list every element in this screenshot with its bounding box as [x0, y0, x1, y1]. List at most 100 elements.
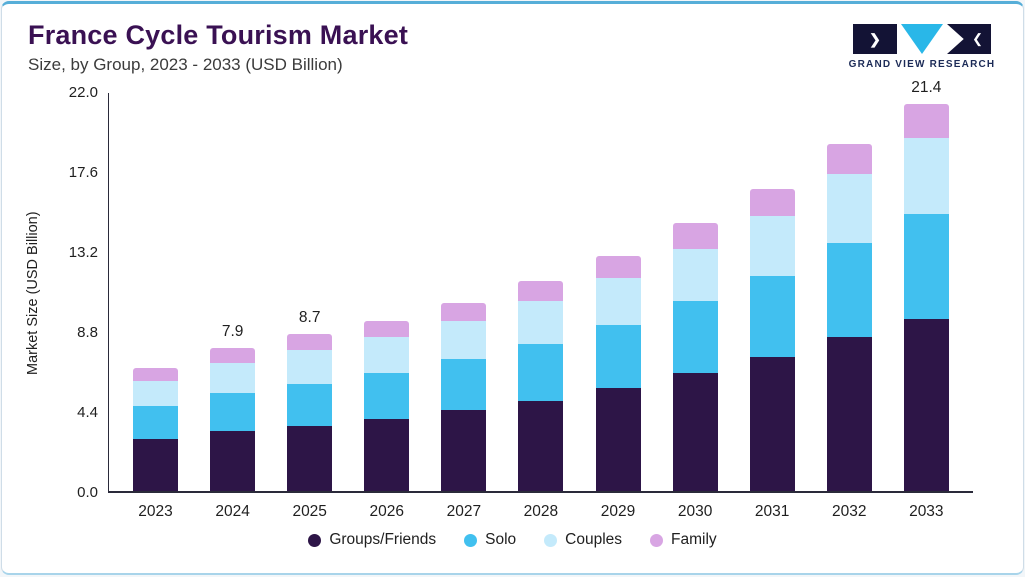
chart: Market Size (USD Billion) 0.0 4.4 8.8 13.2 1… [20, 79, 973, 520]
x-tick-label: 2024 [215, 503, 250, 520]
bar-stack [749, 188, 795, 491]
bar-segment-groups-friends [441, 409, 487, 491]
bar-stack [441, 302, 487, 491]
y-tick-label: 22.0 [68, 84, 98, 101]
bar-segment-solo [826, 243, 872, 338]
bar-group-2026: 2026 [364, 93, 410, 520]
bar-segment-groups-friends [595, 387, 641, 491]
bar-segment-family [595, 255, 641, 278]
bar-segment-family [672, 223, 718, 249]
bar-segment-groups-friends [133, 438, 179, 491]
x-tick-label: 2030 [677, 503, 713, 520]
legend-dot-icon [650, 533, 664, 547]
bar-value-label: 8.7 [298, 308, 321, 326]
bar-segment-couples [749, 216, 795, 276]
bar-value-label: 7.9 [221, 323, 244, 341]
bar-stack [364, 320, 410, 491]
bar-segment-solo [287, 384, 333, 426]
bar-segment-solo [749, 275, 795, 358]
x-tick-label: 2027 [446, 503, 482, 520]
bar-segment-solo [441, 358, 487, 410]
bar-segment-groups-friends [518, 400, 564, 491]
legend-item-solo: Solo [464, 531, 516, 549]
bar-group-2027: 2027 [441, 93, 487, 520]
bar-stack [595, 255, 641, 491]
bar-segment-family [903, 103, 949, 139]
bar-group-2032: 2032 [826, 93, 872, 520]
bar-stack [133, 367, 179, 491]
bar-segment-couples [595, 277, 641, 325]
logo-flag-icon: ❮ [947, 24, 991, 54]
y-tick-label: 8.8 [77, 324, 98, 341]
legend-label: Family [671, 531, 717, 548]
bar-segment-family [210, 348, 256, 363]
bar-segment-family [518, 281, 564, 302]
bar-stack [903, 103, 949, 491]
bar-segment-family [287, 333, 333, 350]
bar-segment-groups-friends [749, 357, 795, 491]
bar-segment-solo [133, 405, 179, 439]
bar-group-2023: 2023 [133, 93, 179, 520]
y-tick-label: 13.2 [68, 244, 98, 261]
bar-value-label: 21.4 [911, 78, 942, 96]
x-tick-label: 2032 [831, 503, 867, 520]
bar-segment-couples [826, 174, 872, 244]
x-tick-label: 2029 [600, 503, 636, 520]
bar-group-2033: 21.4 2033 [903, 79, 949, 520]
bar-group-2025: 8.7 2025 [287, 93, 333, 520]
bar-group-2030: 2030 [672, 93, 718, 520]
legend-item-couples: Couples [544, 531, 622, 549]
bar-segment-couples [441, 320, 487, 359]
x-tick-label: 2028 [523, 503, 559, 520]
bar-segment-couples [210, 362, 256, 394]
bar-group-2028: 2028 [518, 93, 564, 520]
bar-segment-family [364, 320, 410, 338]
legend-dot-icon [464, 533, 478, 547]
bar-segment-couples [364, 337, 410, 374]
bar-segment-couples [518, 301, 564, 345]
bar-segment-solo [672, 301, 718, 374]
logo-text: GRAND VIEW RESEARCH [848, 59, 996, 70]
bar-segment-solo [903, 214, 949, 320]
x-tick-label: 2023 [138, 503, 173, 520]
x-tick-label: 2033 [909, 503, 944, 520]
bar-segment-family [133, 367, 179, 381]
bar-group-2029: 2029 [595, 93, 641, 520]
header: France Cycle Tourism Market Size, by Gro… [2, 4, 1023, 79]
bar-segment-solo [518, 344, 564, 401]
chart-legend: Groups/Friends Solo Couples Family [2, 531, 1023, 549]
bar-segment-couples [133, 380, 179, 406]
y-tick-label: 4.4 [77, 404, 98, 421]
bar-segment-groups-friends [672, 373, 718, 491]
bar-segment-couples [287, 349, 333, 385]
bar-segment-solo [364, 373, 410, 419]
legend-dot-icon [308, 533, 322, 547]
bar-segment-groups-friends [903, 319, 949, 491]
bar-stack [518, 281, 564, 491]
bar-group-2024: 7.9 2024 [210, 93, 256, 520]
bar-segment-solo [210, 393, 256, 432]
legend-item-family: Family [650, 531, 717, 549]
bar-segment-couples [672, 248, 718, 302]
page-title: France Cycle Tourism Market [28, 20, 409, 50]
bar-stack [210, 348, 256, 491]
bar-segment-groups-friends [364, 418, 410, 491]
header-text: France Cycle Tourism Market Size, by Gro… [28, 20, 408, 75]
bar-segment-family [749, 188, 795, 217]
brand-logo: ❯ ❮ GRAND VIEW RESEARCH [847, 24, 997, 70]
page-subtitle: Size, by Group, 2023 - 2033 (USD Billion… [28, 55, 343, 74]
legend-dot-icon [544, 533, 558, 547]
legend-label: Groups/Friends [329, 531, 437, 548]
x-tick-label: 2026 [369, 503, 405, 520]
plot-area: 2023 7.9 2024 8.7 2025 2026 2027 2028 2029 2030 20… [108, 79, 973, 520]
y-axis-title: Market Size (USD Billion) [25, 211, 41, 375]
y-tick-label: 17.6 [68, 164, 98, 181]
x-tick-label: 2025 [292, 503, 327, 520]
bar-segment-groups-friends [210, 431, 256, 491]
bar-stack [287, 333, 333, 491]
legend-item-groups-friends: Groups/Friends [308, 531, 436, 549]
y-tick-label: 0.0 [77, 484, 98, 501]
bar-segment-couples [903, 138, 949, 215]
bar-segment-family [441, 302, 487, 321]
y-axis-ticks: 0.0 4.4 8.8 13.2 17.6 22.0 [46, 84, 108, 501]
